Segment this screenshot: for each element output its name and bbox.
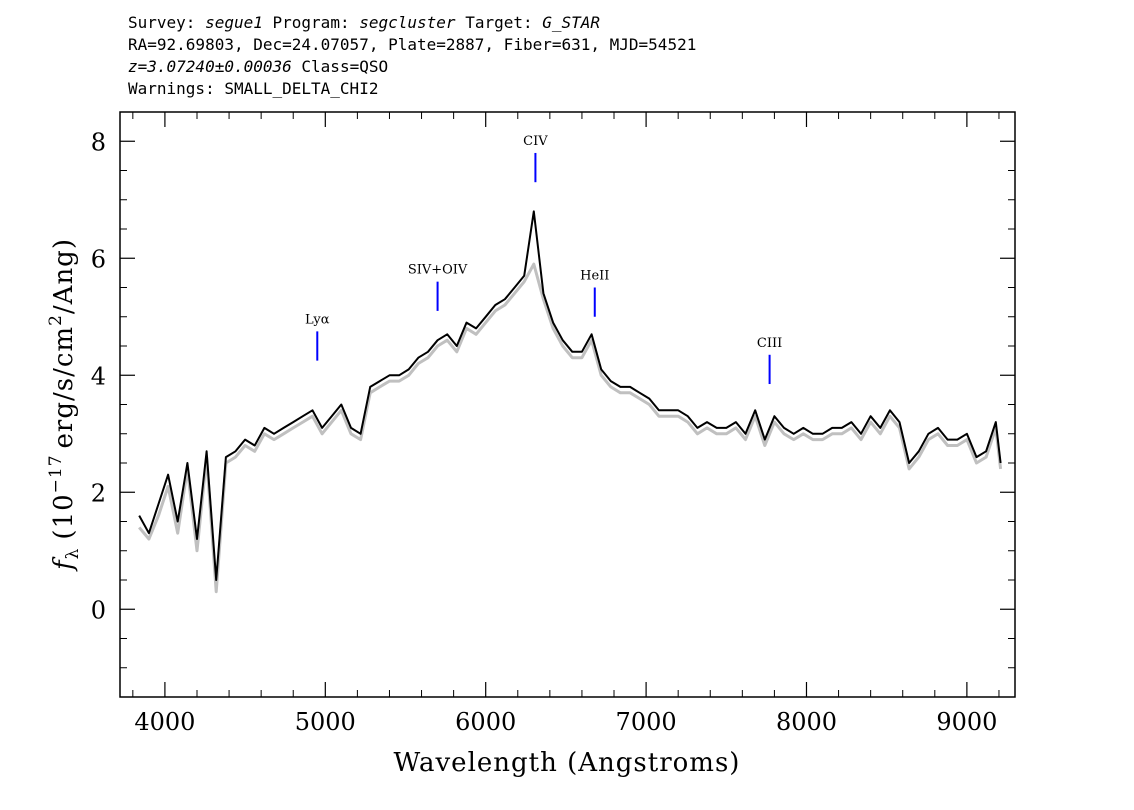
survey-label: Survey: [128,13,196,32]
y-axis-subscript: λ [63,548,83,560]
emission-line-label: HeII [580,269,609,284]
redshift-value: z=3.07240±0.00036 [128,57,292,76]
y-tick-label: 6 [91,245,106,273]
program-label: Program: [272,13,350,32]
x-tick-label: 5000 [295,708,356,736]
survey-value: segue1 [205,13,263,32]
x-axis-title: Wavelength (Angstroms) [394,748,741,778]
y-tick-label: 4 [91,362,106,390]
ticks-layer: 4000 5000 6000 7000 8000 9000 0 2 4 6 8 [91,111,1015,736]
y-axis-units-mid: erg/s/cm [49,326,79,449]
emission-lines-layer: Lyα SIV+OIV CIV HeII CIII [305,134,782,385]
y-tick-label: 2 [91,479,106,507]
x-tick-label: 6000 [455,708,516,736]
program-value: segcluster [359,13,456,32]
x-tick-label: 8000 [776,708,837,736]
error-series-line [138,262,1003,594]
x-tick-label: 4000 [134,708,195,736]
y-axis-title: fλ (10−17 erg/s/cm2/Ang) [46,238,83,572]
x-tick-label: 9000 [936,708,997,736]
y-axis-exponent2: 2 [46,314,66,326]
survey-line: Survey: segue1 Program: segcluster Targe… [128,12,696,34]
emission-line-label: CIII [757,336,782,351]
emission-line-label: CIV [523,134,548,149]
target-value: G_STAR [542,13,601,32]
y-axis-symbol: f [49,556,79,572]
target-label: Target: [465,13,533,32]
emission-line-label: SIV+OIV [408,263,468,278]
y-axis-units-close: /Ang) [49,238,79,314]
y-tick-label: 8 [91,128,106,156]
emission-line-label: Lyα [305,312,330,327]
flux-series-line [138,210,1002,581]
warnings-line: Warnings: SMALL_DELTA_CHI2 [128,79,379,98]
y-axis-units-open: (10 [49,493,79,539]
class-value: Class=QSO [301,57,389,76]
x-tick-label: 7000 [616,708,677,736]
y-axis-exponent: −17 [46,454,66,493]
plot-frame [119,111,1016,698]
series-layer [138,210,1003,594]
coords-line: RA=92.69803, Dec=24.07057, Plate=2887, F… [128,35,697,54]
y-tick-label: 0 [91,596,106,624]
redshift-line: z=3.07240±0.00036 Class=QSO [128,56,696,78]
spectrum-header: Survey: segue1 Program: segcluster Targe… [128,12,696,100]
